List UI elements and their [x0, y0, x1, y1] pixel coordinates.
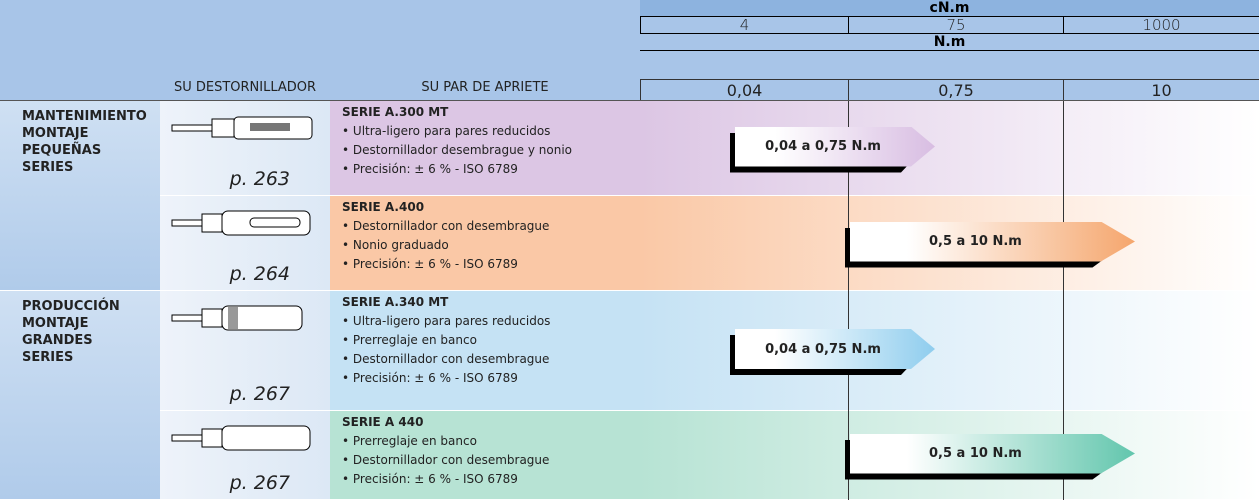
tool-icon [170, 303, 320, 335]
feature: Destornillador con desembrague [342, 352, 550, 366]
group-label: SERIES [22, 160, 74, 175]
group-label: SERIES [22, 350, 74, 365]
feature: Precisión: ± 6 % - ISO 6789 [342, 257, 518, 271]
feature: Destornillador con desembrague [342, 453, 550, 467]
series: SERIE A.340 MT [342, 295, 449, 309]
desc-cell [330, 291, 640, 411]
series: SERIE A.400 [342, 200, 425, 214]
arrow [850, 433, 1135, 474]
feature: Ultra-ligero para pares reducidos [342, 314, 551, 328]
feature: Prerreglaje en banco [342, 434, 477, 448]
group-cell [0, 291, 160, 500]
feature: Destornillador desembrague y nonio [342, 143, 572, 157]
feature: Precisión: ± 6 % - ISO 6789 [342, 371, 518, 385]
feature: Nonio graduado [342, 238, 449, 252]
unit-bottom: N.m [640, 34, 1259, 51]
feature: Prerreglaje en banco [342, 333, 477, 347]
group-label: GRANDES [22, 333, 93, 348]
unit-top: cN.m [640, 0, 1259, 17]
scale-line [1063, 101, 1064, 196]
group-label: MANTENIMIENTO [22, 109, 147, 124]
feature: Ultra-ligero para pares reducidos [342, 124, 551, 138]
range: 0,5 a 10 N.m [928, 446, 1022, 461]
icon [171, 116, 313, 140]
page-ref: p. 264 [229, 263, 290, 285]
group-label: PRODUCCIÓN [22, 299, 120, 314]
bottom-scale: 10 [1063, 79, 1259, 101]
arrow [735, 126, 935, 167]
page-ref: p. 263 [229, 168, 290, 190]
col-tool: SU DESTORNILLADOR [173, 79, 317, 95]
range: 0,04 a 0,75 N.m [765, 341, 881, 357]
top-scale: 1000 [1063, 16, 1259, 34]
feature: Destornillador con desembrague [342, 219, 550, 233]
bottom-scale: 0,75 [848, 79, 1063, 101]
page-ref: p. 267 [229, 472, 290, 494]
range: 0,04 a 0,75 N.m [765, 139, 881, 154]
group-label: MONTAJE [22, 126, 89, 141]
icon [171, 425, 311, 451]
col-torque: SU PAR DE APRIETE [421, 79, 549, 95]
bottom-scale: 0,04 [640, 79, 848, 101]
group-cell [0, 101, 160, 291]
header-line [0, 100, 1259, 101]
feature: Precisión: ± 6 % - ISO 6789 [342, 472, 518, 486]
series: SERIE A.300 MT [342, 105, 449, 119]
top-scale: 75 [848, 16, 1063, 34]
tool-icon [170, 423, 320, 455]
group-label: PEQUEÑAS [22, 143, 102, 158]
scale-line [1063, 291, 1064, 411]
arrow [735, 329, 935, 369]
top-scale: 4 [640, 16, 848, 34]
icon [171, 305, 303, 331]
icon [171, 210, 311, 236]
tool-icon [170, 208, 320, 240]
range: 0,5 a 10 N.m [928, 234, 1022, 249]
feature: Precisión: ± 6 % - ISO 6789 [342, 162, 518, 176]
arrow [850, 221, 1135, 262]
group-label: MONTAJE [22, 316, 89, 331]
tool-icon [170, 113, 320, 145]
page-ref: p. 267 [229, 383, 290, 405]
series: SERIE A 440 [342, 415, 424, 429]
